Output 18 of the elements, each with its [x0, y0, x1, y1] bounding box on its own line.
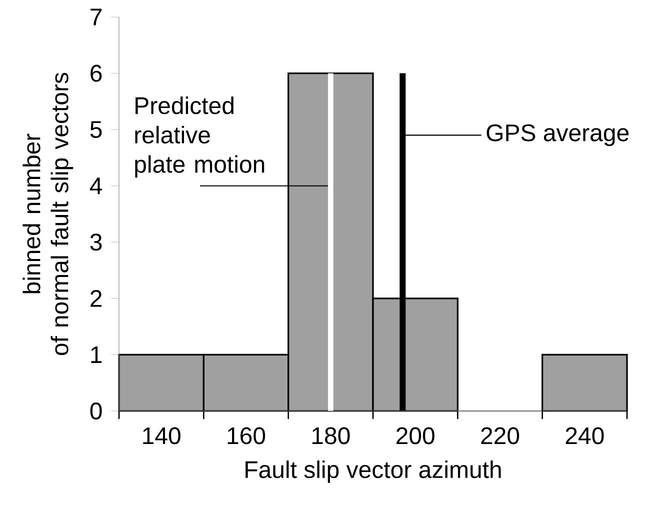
x-tick-label: 200 — [396, 427, 434, 444]
x-tick-label: 220 — [481, 427, 520, 444]
x-axis-title: Fault slip vector azimuth — [246, 460, 501, 483]
x-tick-label: 140 — [143, 427, 180, 444]
y-axis-title: binned number of normal fault slip vectors — [22, 72, 74, 356]
y-tick-label: 1 — [91, 346, 102, 363]
y-tick-label: 2 — [90, 290, 102, 307]
x-tick-label: 160 — [228, 427, 266, 444]
y-tick-label: 4 — [90, 178, 102, 194]
x-tick-label: 180 — [312, 427, 350, 444]
y-tick-label: 6 — [90, 64, 102, 82]
y-tick-label: 5 — [90, 121, 102, 138]
ref-line-label: GPS average — [486, 124, 629, 146]
y-tick-label: 7 — [90, 8, 102, 26]
x-tick-label: 240 — [566, 427, 604, 444]
y-tick-label: 0 — [90, 402, 102, 420]
annotation: Predicted relative plate motion — [135, 96, 264, 178]
y-tick-label: 3 — [90, 234, 102, 251]
